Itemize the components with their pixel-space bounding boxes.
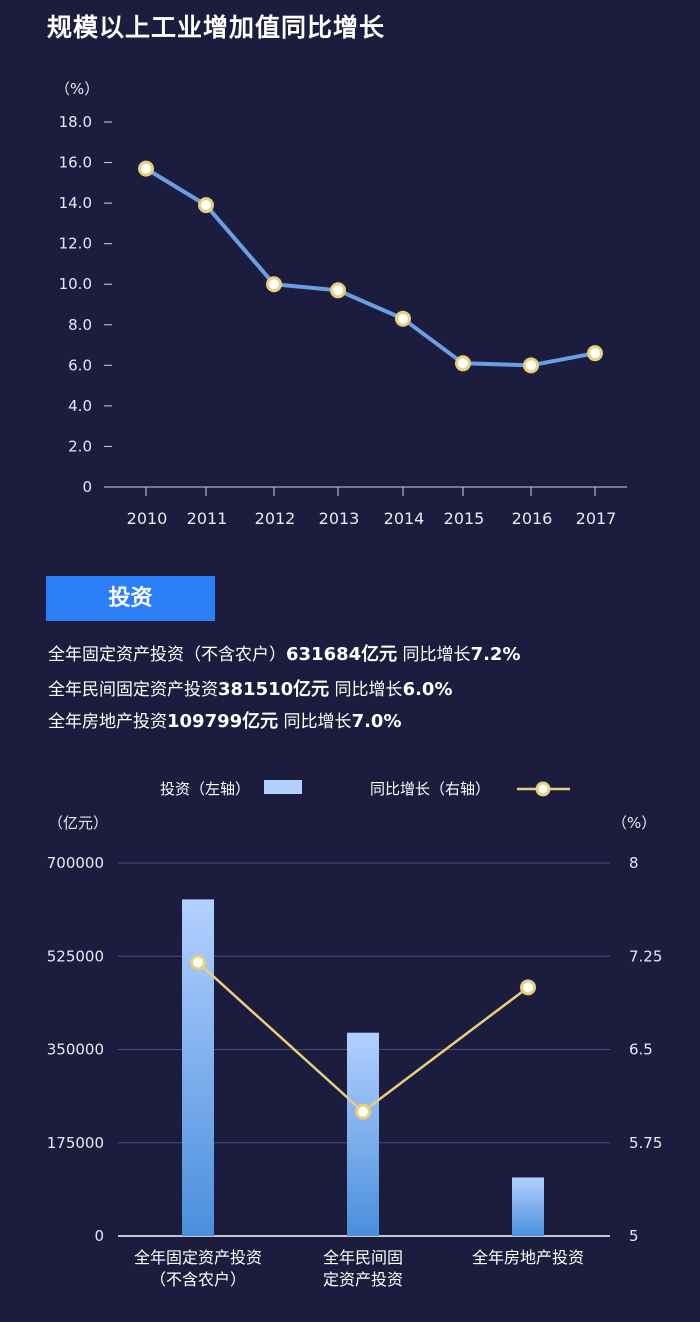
x-tick-label: 2016	[512, 509, 553, 528]
stat-growth-label: 同比增长	[397, 645, 471, 665]
right-tick-label: 5.75	[629, 1134, 662, 1152]
category-label: 全年固定资产投资 （不含农户）	[108, 1247, 288, 1291]
right-tick-label: 6.5	[629, 1041, 653, 1059]
bar-investment	[182, 899, 214, 1236]
category-label: 全年房地产投资	[438, 1247, 618, 1269]
data-point	[523, 357, 539, 374]
series-line-growth	[144, 166, 596, 368]
stat-value: 631684亿元	[286, 644, 398, 665]
left-tick-label: 0	[94, 1227, 104, 1245]
data-point	[395, 310, 411, 327]
bar-investment	[347, 1032, 379, 1236]
data-point	[455, 355, 471, 372]
y-tick-label: 18.0	[59, 113, 92, 131]
chart2-left-unit: （亿元）	[48, 814, 109, 832]
stat-line-real-estate: 全年房地产投资109799亿元 同比增长7.0%	[48, 707, 401, 733]
category-label-line: 全年固定资产投资	[133, 1248, 262, 1267]
right-tick-label: 7.25	[629, 947, 662, 965]
stat-growth: 6.0%	[402, 679, 453, 700]
stat-growth: 7.2%	[470, 644, 521, 665]
y-tick-label: 2.0	[68, 437, 92, 455]
stat-value: 381510亿元	[218, 679, 330, 700]
data-point	[330, 282, 346, 299]
x-tick-label: 2017	[576, 509, 617, 528]
x-tick-label: 2012	[255, 509, 296, 528]
legend-line-label: 同比增长（右轴）	[370, 780, 491, 798]
data-point	[520, 979, 536, 996]
category-label-line: （不含农户）	[149, 1270, 246, 1289]
line-chart-industrial-growth: 0 2.0 4.0 6.0 8.0 10.0 12.0 14.0 16.0 18.0 2010 201…	[59, 113, 627, 528]
category-label-line: 全年房地产投资	[471, 1248, 584, 1267]
left-tick-label: 525000	[47, 947, 104, 965]
stat-value: 109799亿元	[167, 711, 279, 732]
y-tick-label: 8.0	[68, 316, 92, 334]
data-point	[138, 160, 154, 177]
legend-bar-swatch	[264, 780, 302, 794]
stat-growth: 7.0%	[351, 711, 402, 732]
stat-line-fixed-asset: 全年固定资产投资（不含农户）631684亿元 同比增长7.2%	[48, 640, 520, 666]
left-tick-label: 175000	[47, 1134, 104, 1152]
stat-label: 全年房地产投资	[48, 712, 167, 732]
x-tick-label: 2014	[384, 509, 425, 528]
y-tick-label: 6.0	[68, 356, 92, 374]
x-tick-label: 2011	[187, 509, 228, 528]
data-point	[198, 197, 214, 214]
bar-investment	[512, 1177, 544, 1236]
category-label-line: 全年民间固	[322, 1248, 403, 1267]
y-tick-label: 14.0	[59, 194, 92, 212]
y-tick-label: 4.0	[68, 397, 92, 415]
data-point	[587, 345, 603, 362]
category-label: 全年民间固定资产投资	[273, 1247, 453, 1291]
y-tick-label: 12.0	[59, 235, 92, 253]
stat-label: 全年民间固定资产投资	[48, 680, 218, 700]
section-banner	[46, 576, 215, 621]
chart1-unit-label: （%）	[55, 80, 100, 98]
stat-label: 全年固定资产投资（不含农户）	[48, 645, 286, 665]
x-tick-label: 2010	[127, 509, 168, 528]
stat-growth-label: 同比增长	[329, 680, 403, 700]
chart1-title: 规模以上工业增加值同比增长	[47, 13, 386, 42]
data-point	[355, 1103, 371, 1120]
chart2-right-unit: （%）	[612, 814, 657, 832]
left-tick-label: 700000	[47, 854, 104, 872]
y-tick-label: 0	[82, 478, 92, 496]
section-title-investment: 投资	[108, 586, 153, 611]
stat-growth-label: 同比增长	[278, 712, 352, 732]
legend-bar-label: 投资（左轴）	[160, 780, 251, 798]
right-tick-label: 8	[629, 854, 639, 872]
left-tick-label: 350000	[47, 1041, 104, 1059]
data-point	[266, 276, 282, 293]
category-label-line: 定资产投资	[322, 1270, 403, 1289]
data-point	[190, 954, 206, 971]
stat-line-private: 全年民间固定资产投资381510亿元 同比增长6.0%	[48, 675, 452, 701]
x-tick-label: 2015	[444, 509, 485, 528]
y-tick-label: 16.0	[59, 154, 92, 172]
right-tick-label: 5	[629, 1227, 639, 1245]
x-tick-label: 2013	[319, 509, 360, 528]
y-tick-label: 10.0	[59, 275, 92, 293]
